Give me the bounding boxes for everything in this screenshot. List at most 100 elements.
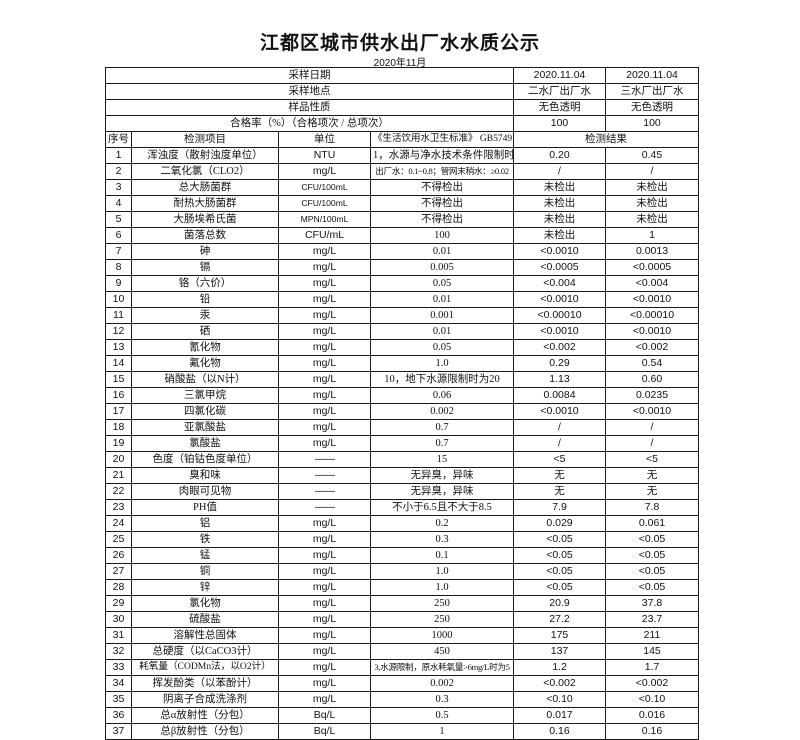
cell-unit: mg/L xyxy=(278,643,371,660)
cell-standard: 不得检出 xyxy=(370,195,514,212)
cell-index: 32 xyxy=(105,643,132,660)
cell-index: 25 xyxy=(105,531,132,548)
cell-unit: mg/L xyxy=(278,387,371,404)
cell-index: 2 xyxy=(105,163,132,180)
cell-item: 硒 xyxy=(131,323,279,340)
table-row: 9 铬（六价） mg/L 0.05 <0.004 <0.004 xyxy=(105,275,699,292)
cell-unit: NTU xyxy=(278,147,371,164)
cell-result-plant3: 0.54 xyxy=(605,355,699,372)
cell-item: 亚氯酸盐 xyxy=(131,419,279,436)
cell-index: 33 xyxy=(105,659,132,676)
cell-standard: 不小于6.5且不大于8.5 xyxy=(370,499,514,516)
cell-result-plant3: 7.8 xyxy=(605,499,699,516)
cell-result-plant3: 0.45 xyxy=(605,147,699,164)
cell-index: 11 xyxy=(105,307,132,324)
cell-index: 9 xyxy=(105,275,132,292)
table-row: 35 阴离子合成洗涤剂 mg/L 0.3 <0.10 <0.10 xyxy=(105,691,699,708)
cell-unit: mg/L xyxy=(278,691,371,708)
cell-standard: 0.7 xyxy=(370,419,514,436)
cell-unit: mg/L xyxy=(278,419,371,436)
meta-value-plant2: 100 xyxy=(513,115,606,132)
cell-result-plant2: 175 xyxy=(513,627,606,644)
cell-result-plant2: 未检出 xyxy=(513,195,606,212)
table-row: 30 硫酸盐 mg/L 250 27.2 23.7 xyxy=(105,611,699,628)
cell-unit: Bq/L xyxy=(278,707,371,724)
table-row: 17 四氯化碳 mg/L 0.002 <0.0010 <0.0010 xyxy=(105,403,699,420)
cell-standard: 3,水源限制，原水耗氧量>6mg/L时为5 xyxy=(370,659,514,676)
meta-row-sample-nature: 样品性质 无色透明 无色透明 xyxy=(105,99,699,116)
cell-result-plant3: 0.061 xyxy=(605,515,699,532)
meta-value-plant2: 无色透明 xyxy=(513,99,606,116)
cell-unit: mg/L xyxy=(278,595,371,612)
meta-row-pass-rate: 合格率（%）（合格项次 / 总项次） 100 100 xyxy=(105,115,699,132)
cell-standard: 无异臭，异味 xyxy=(370,467,514,484)
column-header-unit: 单位 xyxy=(278,131,371,148)
table-row: 34 挥发酚类（以苯酚计） mg/L 0.002 <0.002 <0.002 xyxy=(105,675,699,692)
cell-result-plant2: 137 xyxy=(513,643,606,660)
cell-item: 肉眼可见物 xyxy=(131,483,279,500)
cell-result-plant2: 0.29 xyxy=(513,355,606,372)
meta-label: 合格率（%）（合格项次 / 总项次） xyxy=(105,115,514,132)
cell-item: 硫酸盐 xyxy=(131,611,279,628)
cell-result-plant2: / xyxy=(513,435,606,452)
table-row: 22 肉眼可见物 —— 无异臭，异味无无 xyxy=(105,483,699,500)
cell-index: 36 xyxy=(105,707,132,724)
cell-result-plant3: 0.0013 xyxy=(605,243,699,260)
cell-index: 37 xyxy=(105,723,132,740)
cell-unit: mg/L xyxy=(278,323,371,340)
cell-standard: 1.0 xyxy=(370,579,514,596)
meta-value-plant3: 100 xyxy=(605,115,699,132)
table-row: 33 耗氧量（CODMn法，以O2计） mg/L 3,水源限制，原水耗氧量>6mg/L… xyxy=(105,659,699,676)
table-row: 4 耐热大肠菌群 CFU/100mL 不得检出 未检出 未检出 xyxy=(105,195,699,212)
cell-item: 色度（铂钴色度单位） xyxy=(131,451,279,468)
cell-item: 总大肠菌群 xyxy=(131,179,279,196)
table-row: 25 铁 mg/L 0.3 <0.05 <0.05 xyxy=(105,531,699,548)
cell-item: 硝酸盐（以N计） xyxy=(131,371,279,388)
cell-unit: Bq/L xyxy=(278,723,371,740)
cell-result-plant2: <0.10 xyxy=(513,691,606,708)
table-column-header-row: 序号 检测项目 单位 《生活饮用水卫生标准》 GB5749 检测结果 xyxy=(105,131,699,148)
table-row: 32 总硬度（以CaCO3计） mg/L 450 137 145 xyxy=(105,643,699,660)
cell-item: 铬（六价） xyxy=(131,275,279,292)
cell-result-plant3: <0.05 xyxy=(605,579,699,596)
cell-standard: 0.002 xyxy=(370,403,514,420)
cell-result-plant3: 0.60 xyxy=(605,371,699,388)
cell-standard: 0.05 xyxy=(370,339,514,356)
table-row: 10 铅 mg/L 0.01 <0.0010 <0.0010 xyxy=(105,291,699,308)
cell-result-plant2: 无 xyxy=(513,467,606,484)
cell-index: 29 xyxy=(105,595,132,612)
cell-result-plant3: <0.05 xyxy=(605,531,699,548)
cell-item: 阴离子合成洗涤剂 xyxy=(131,691,279,708)
cell-result-plant2: <0.0010 xyxy=(513,243,606,260)
cell-standard: 0.5 xyxy=(370,707,514,724)
cell-result-plant3: <5 xyxy=(605,451,699,468)
table-row: 20 色度（铂钴色度单位） —— 15 <5 <5 xyxy=(105,451,699,468)
cell-result-plant2: 无 xyxy=(513,483,606,500)
cell-standard: 450 xyxy=(370,643,514,660)
cell-index: 1 xyxy=(105,147,132,164)
table-row: 36 总α放射性（分包） Bq/L 0.5 0.017 0.016 xyxy=(105,707,699,724)
cell-index: 15 xyxy=(105,371,132,388)
cell-result-plant3: 0.16 xyxy=(605,723,699,740)
table-row: 12 硒 mg/L 0.01 <0.0010 <0.0010 xyxy=(105,323,699,340)
cell-standard: 0.7 xyxy=(370,435,514,452)
cell-unit: mg/L xyxy=(278,259,371,276)
table-row: 16 三氯甲烷 mg/L 0.06 0.0084 0.0235 xyxy=(105,387,699,404)
cell-index: 26 xyxy=(105,547,132,564)
cell-result-plant2: <0.002 xyxy=(513,339,606,356)
cell-standard: 1，水源与净水技术条件限制时为3 xyxy=(370,147,514,164)
cell-unit: mg/L xyxy=(278,355,371,372)
cell-result-plant2: <0.002 xyxy=(513,675,606,692)
cell-result-plant2: 0.029 xyxy=(513,515,606,532)
cell-result-plant3: <0.05 xyxy=(605,547,699,564)
cell-item: 二氧化氯（CLO2） xyxy=(131,163,279,180)
table-row: 28 锌 mg/L 1.0 <0.05 <0.05 xyxy=(105,579,699,596)
cell-result-plant3: 1 xyxy=(605,227,699,244)
cell-index: 12 xyxy=(105,323,132,340)
cell-unit: mg/L xyxy=(278,659,371,676)
table-row: 5 大肠埃希氏菌 MPN/100mL 不得检出 未检出 未检出 xyxy=(105,211,699,228)
column-header-item: 检测项目 xyxy=(131,131,279,148)
cell-result-plant2: <0.004 xyxy=(513,275,606,292)
cell-result-plant3: <0.05 xyxy=(605,563,699,580)
column-header-index: 序号 xyxy=(105,131,132,148)
